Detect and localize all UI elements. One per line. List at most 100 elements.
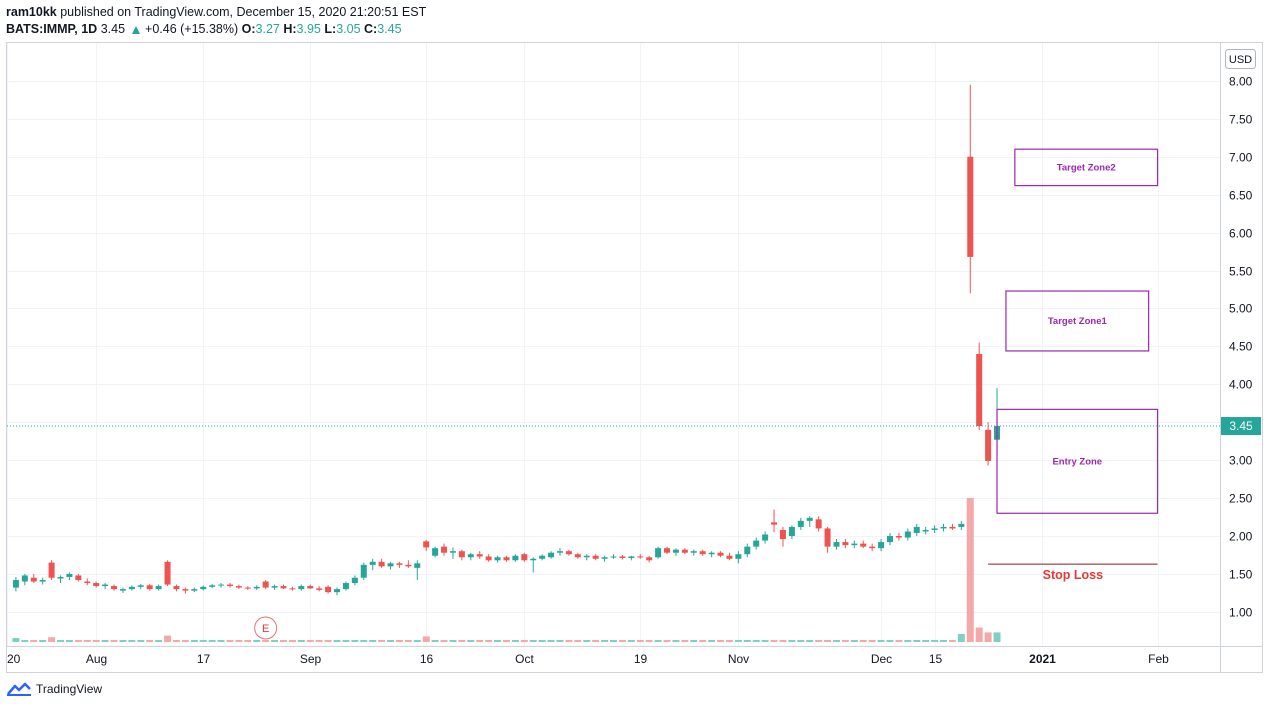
volume-bar xyxy=(57,640,65,642)
drawing-annotations[interactable]: Target Zone2 Target Zone1 Entry Zone Stop L… xyxy=(254,148,1159,640)
candle-body xyxy=(753,540,760,547)
volume-bar xyxy=(92,640,100,642)
candle-body xyxy=(173,586,180,590)
candle-body xyxy=(128,586,135,590)
high-label: H: xyxy=(283,22,297,36)
x-tick-label: Aug xyxy=(86,652,107,666)
y-tick-label: 1.50 xyxy=(1229,568,1253,582)
tradingview-footer[interactable]: TradingView xyxy=(6,682,102,696)
time-axis[interactable]: 20 Aug 17 Sep 16 Oct 19 Nov Dec 15 2021 Feb xyxy=(7,652,1169,666)
candle-body xyxy=(307,586,314,589)
volume-bar xyxy=(529,640,537,642)
volume-bar xyxy=(378,640,386,642)
volume-bar xyxy=(395,640,403,642)
volume-bar xyxy=(351,640,359,642)
candle-body xyxy=(102,584,109,587)
candle-body xyxy=(788,526,795,537)
candle-body xyxy=(878,542,885,549)
volume-bar xyxy=(654,640,662,642)
candle-body xyxy=(325,586,332,593)
volume-bar xyxy=(262,640,270,642)
volume-bar xyxy=(485,640,493,642)
x-tick-label: Nov xyxy=(728,652,749,666)
brand-name: TradingView xyxy=(36,682,103,696)
volume-bar xyxy=(788,640,796,642)
volume-bar xyxy=(110,640,118,642)
candle-body xyxy=(48,562,55,578)
x-tick-label: 2021 xyxy=(1029,652,1056,666)
candle-body xyxy=(655,548,662,558)
candle-body xyxy=(646,557,653,561)
author-name[interactable]: ram10kk xyxy=(6,5,57,19)
candle-body xyxy=(922,529,929,532)
candle-body xyxy=(601,557,608,559)
candle-body xyxy=(886,536,893,543)
volume-bar xyxy=(65,640,73,642)
candle-body xyxy=(628,556,635,559)
candle-body xyxy=(378,561,385,567)
volume-bar xyxy=(30,640,38,642)
candle-body xyxy=(289,588,296,590)
low-value: 3.05 xyxy=(336,22,361,36)
candle-body xyxy=(762,534,769,541)
candle-body xyxy=(690,551,697,553)
candle-body xyxy=(619,556,626,559)
volume-bar xyxy=(12,638,20,642)
candle-body xyxy=(494,557,501,561)
price-axis[interactable]: 8.007.507.006.506.005.505.004.504.003.50… xyxy=(1229,75,1253,620)
chart-frame xyxy=(6,42,1263,673)
candle-body xyxy=(940,526,947,529)
volume-bar xyxy=(226,640,234,642)
y-tick-label: 6.50 xyxy=(1229,189,1253,203)
volume-bar xyxy=(467,640,475,642)
volume-bar xyxy=(369,640,377,642)
volume-bar xyxy=(868,640,876,642)
candle-body xyxy=(521,554,528,561)
volume-bar xyxy=(895,640,903,642)
x-tick-label: 19 xyxy=(634,652,648,666)
candle-body xyxy=(735,554,742,559)
volume-bar xyxy=(164,635,172,642)
volume-bar xyxy=(199,640,207,642)
candle-body xyxy=(574,554,581,558)
volume-bar xyxy=(743,640,751,642)
candle-body xyxy=(637,556,644,558)
volume-bar xyxy=(244,640,252,642)
candle-body xyxy=(503,557,510,561)
volume-bar xyxy=(190,640,198,642)
candle-body xyxy=(351,577,358,584)
currency-badge[interactable]: USD xyxy=(1225,49,1256,69)
volume-bar xyxy=(886,640,894,642)
volume-bar xyxy=(931,640,939,642)
earnings-marker xyxy=(254,616,278,640)
candle-body xyxy=(235,586,242,588)
candle-body xyxy=(610,556,617,558)
volume-bar xyxy=(975,627,983,642)
y-tick-label: 3.00 xyxy=(1229,454,1253,468)
candles[interactable] xyxy=(12,84,1001,596)
candle-body xyxy=(209,585,216,587)
symbol-label: BATS:IMMP, 1D xyxy=(6,22,98,36)
candle-body xyxy=(556,551,563,553)
volume-bar xyxy=(708,640,716,642)
target-zone-2-box xyxy=(1014,148,1159,187)
volume-bar xyxy=(271,640,279,642)
volume-bars xyxy=(12,498,1001,642)
candle-body xyxy=(699,551,706,555)
candle-body xyxy=(931,528,938,530)
candle-body xyxy=(976,353,983,427)
volume-bar xyxy=(494,640,502,642)
volume-bar xyxy=(993,632,1001,642)
x-tick-label: 16 xyxy=(420,652,434,666)
volume-bar xyxy=(850,640,858,642)
volume-bar xyxy=(824,640,832,642)
candle-body xyxy=(744,546,751,555)
candle-body xyxy=(75,575,82,581)
x-tick-label: Dec xyxy=(871,652,892,666)
volume-bar xyxy=(913,640,921,642)
candle-body xyxy=(913,526,920,533)
candle-body xyxy=(797,520,804,527)
volume-bar xyxy=(601,640,609,642)
candle-body xyxy=(12,580,19,588)
